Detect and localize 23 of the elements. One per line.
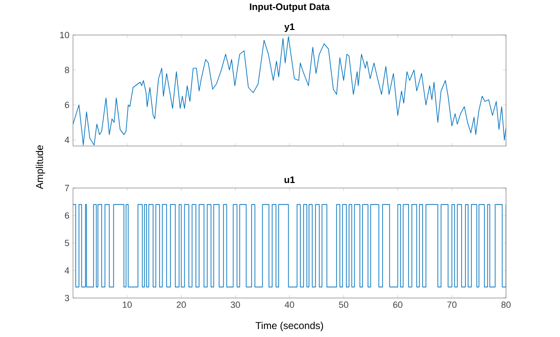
line-series [73,36,506,146]
y-tick-label: 8 [64,66,70,74]
x-tick-label: 80 [501,302,511,308]
y-tick-label: 6 [64,212,70,219]
y-tick-label: 6 [64,102,70,108]
y-axis-title: Amplitude [36,145,46,190]
x-tick-label: 40 [284,302,294,308]
chart-subtitle: y1 [284,23,295,32]
x-tick-label: 50 [339,302,348,308]
y-tick-label: 7 [64,184,70,192]
y-tick-label: 10 [60,32,70,38]
chart-title: Input-Output Data [250,3,330,12]
x-tick-label: 30 [230,302,240,308]
chart-title: u1 [284,176,295,184]
x-tick-label: 70 [447,302,457,308]
y-tick-label: 4 [64,136,70,143]
x-tick-label: 10 [122,302,132,308]
x-tick-label: 60 [393,302,402,308]
x-tick-label: 20 [176,302,186,308]
y-tick-label: 5 [64,240,70,246]
x-axis-title: Time (seconds) [256,322,324,332]
y-tick-label: 3 [64,294,70,302]
y-tick-label: 4 [64,267,70,274]
